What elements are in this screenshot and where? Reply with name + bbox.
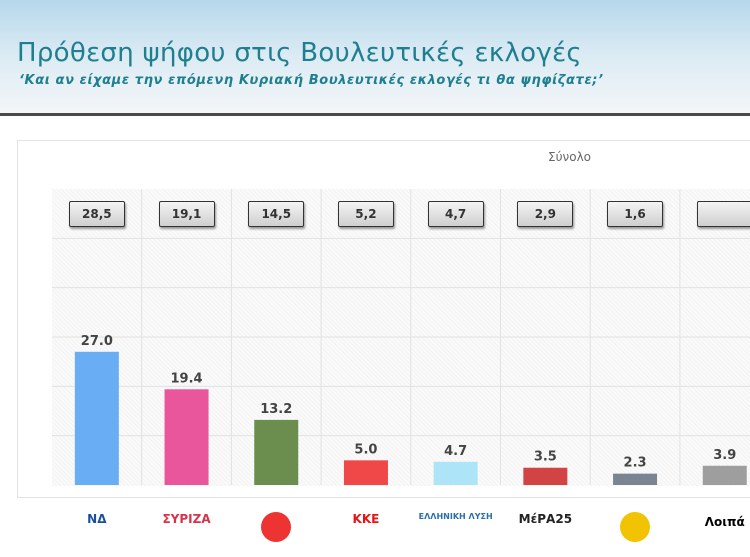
page-subtitle: ‘Και αν είχαμε την επόμενη Κυριακή Βουλε… <box>19 73 604 88</box>
data-label: 5.0 <box>354 442 377 457</box>
data-label: 27.0 <box>81 334 113 349</box>
comparison-box: 4,7 <box>427 201 484 227</box>
bar-0 <box>74 351 119 485</box>
data-label: 2.3 <box>624 456 647 471</box>
comparison-box: 5,2 <box>337 201 394 227</box>
party-logo-7: Λοιπά <box>704 515 745 529</box>
party-logo-5: ΜέΡΑ25 <box>518 512 573 526</box>
comparison-box: 14,5 <box>248 201 305 227</box>
comparison-box <box>696 201 750 227</box>
bar-4 <box>433 461 478 485</box>
party-logo-1: ΣΥΡΙΖΑ <box>162 512 211 526</box>
bar-7 <box>702 465 747 485</box>
party-logo-2 <box>236 512 316 545</box>
header: Πρόθεση ψήφου στις Βουλευτικές εκλογές ‘… <box>0 0 750 116</box>
data-label: 3.9 <box>713 448 736 463</box>
comparison-box: 2,9 <box>517 201 574 227</box>
data-label: 19.4 <box>171 371 203 386</box>
data-label: 13.2 <box>260 402 292 417</box>
comparison-box: 28,5 <box>68 201 125 227</box>
party-logo-6 <box>595 512 675 545</box>
bar-2 <box>254 419 299 485</box>
page-title: Πρόθεση ψήφου στις Βουλευτικές εκλογές <box>17 38 582 68</box>
bar-6 <box>613 473 658 485</box>
party-logo-3: ΚΚΕ <box>352 512 380 526</box>
bar-1 <box>164 389 209 485</box>
data-label: 3.5 <box>534 450 557 465</box>
comparison-box: 1,6 <box>607 201 664 227</box>
party-logo-4: ΕΛΛΗΝΙΚΗ ΛΥΣΗ <box>418 512 493 521</box>
party-emblem-icon <box>261 512 292 542</box>
bar-5 <box>523 467 568 485</box>
data-label: 4.7 <box>444 444 467 459</box>
chart-title: Σύνολο <box>548 150 592 164</box>
party-emblem-icon <box>620 512 651 542</box>
party-logo-0: ΝΔ <box>87 512 107 526</box>
bar-3 <box>343 460 388 485</box>
comparison-box: 19,1 <box>158 201 215 227</box>
